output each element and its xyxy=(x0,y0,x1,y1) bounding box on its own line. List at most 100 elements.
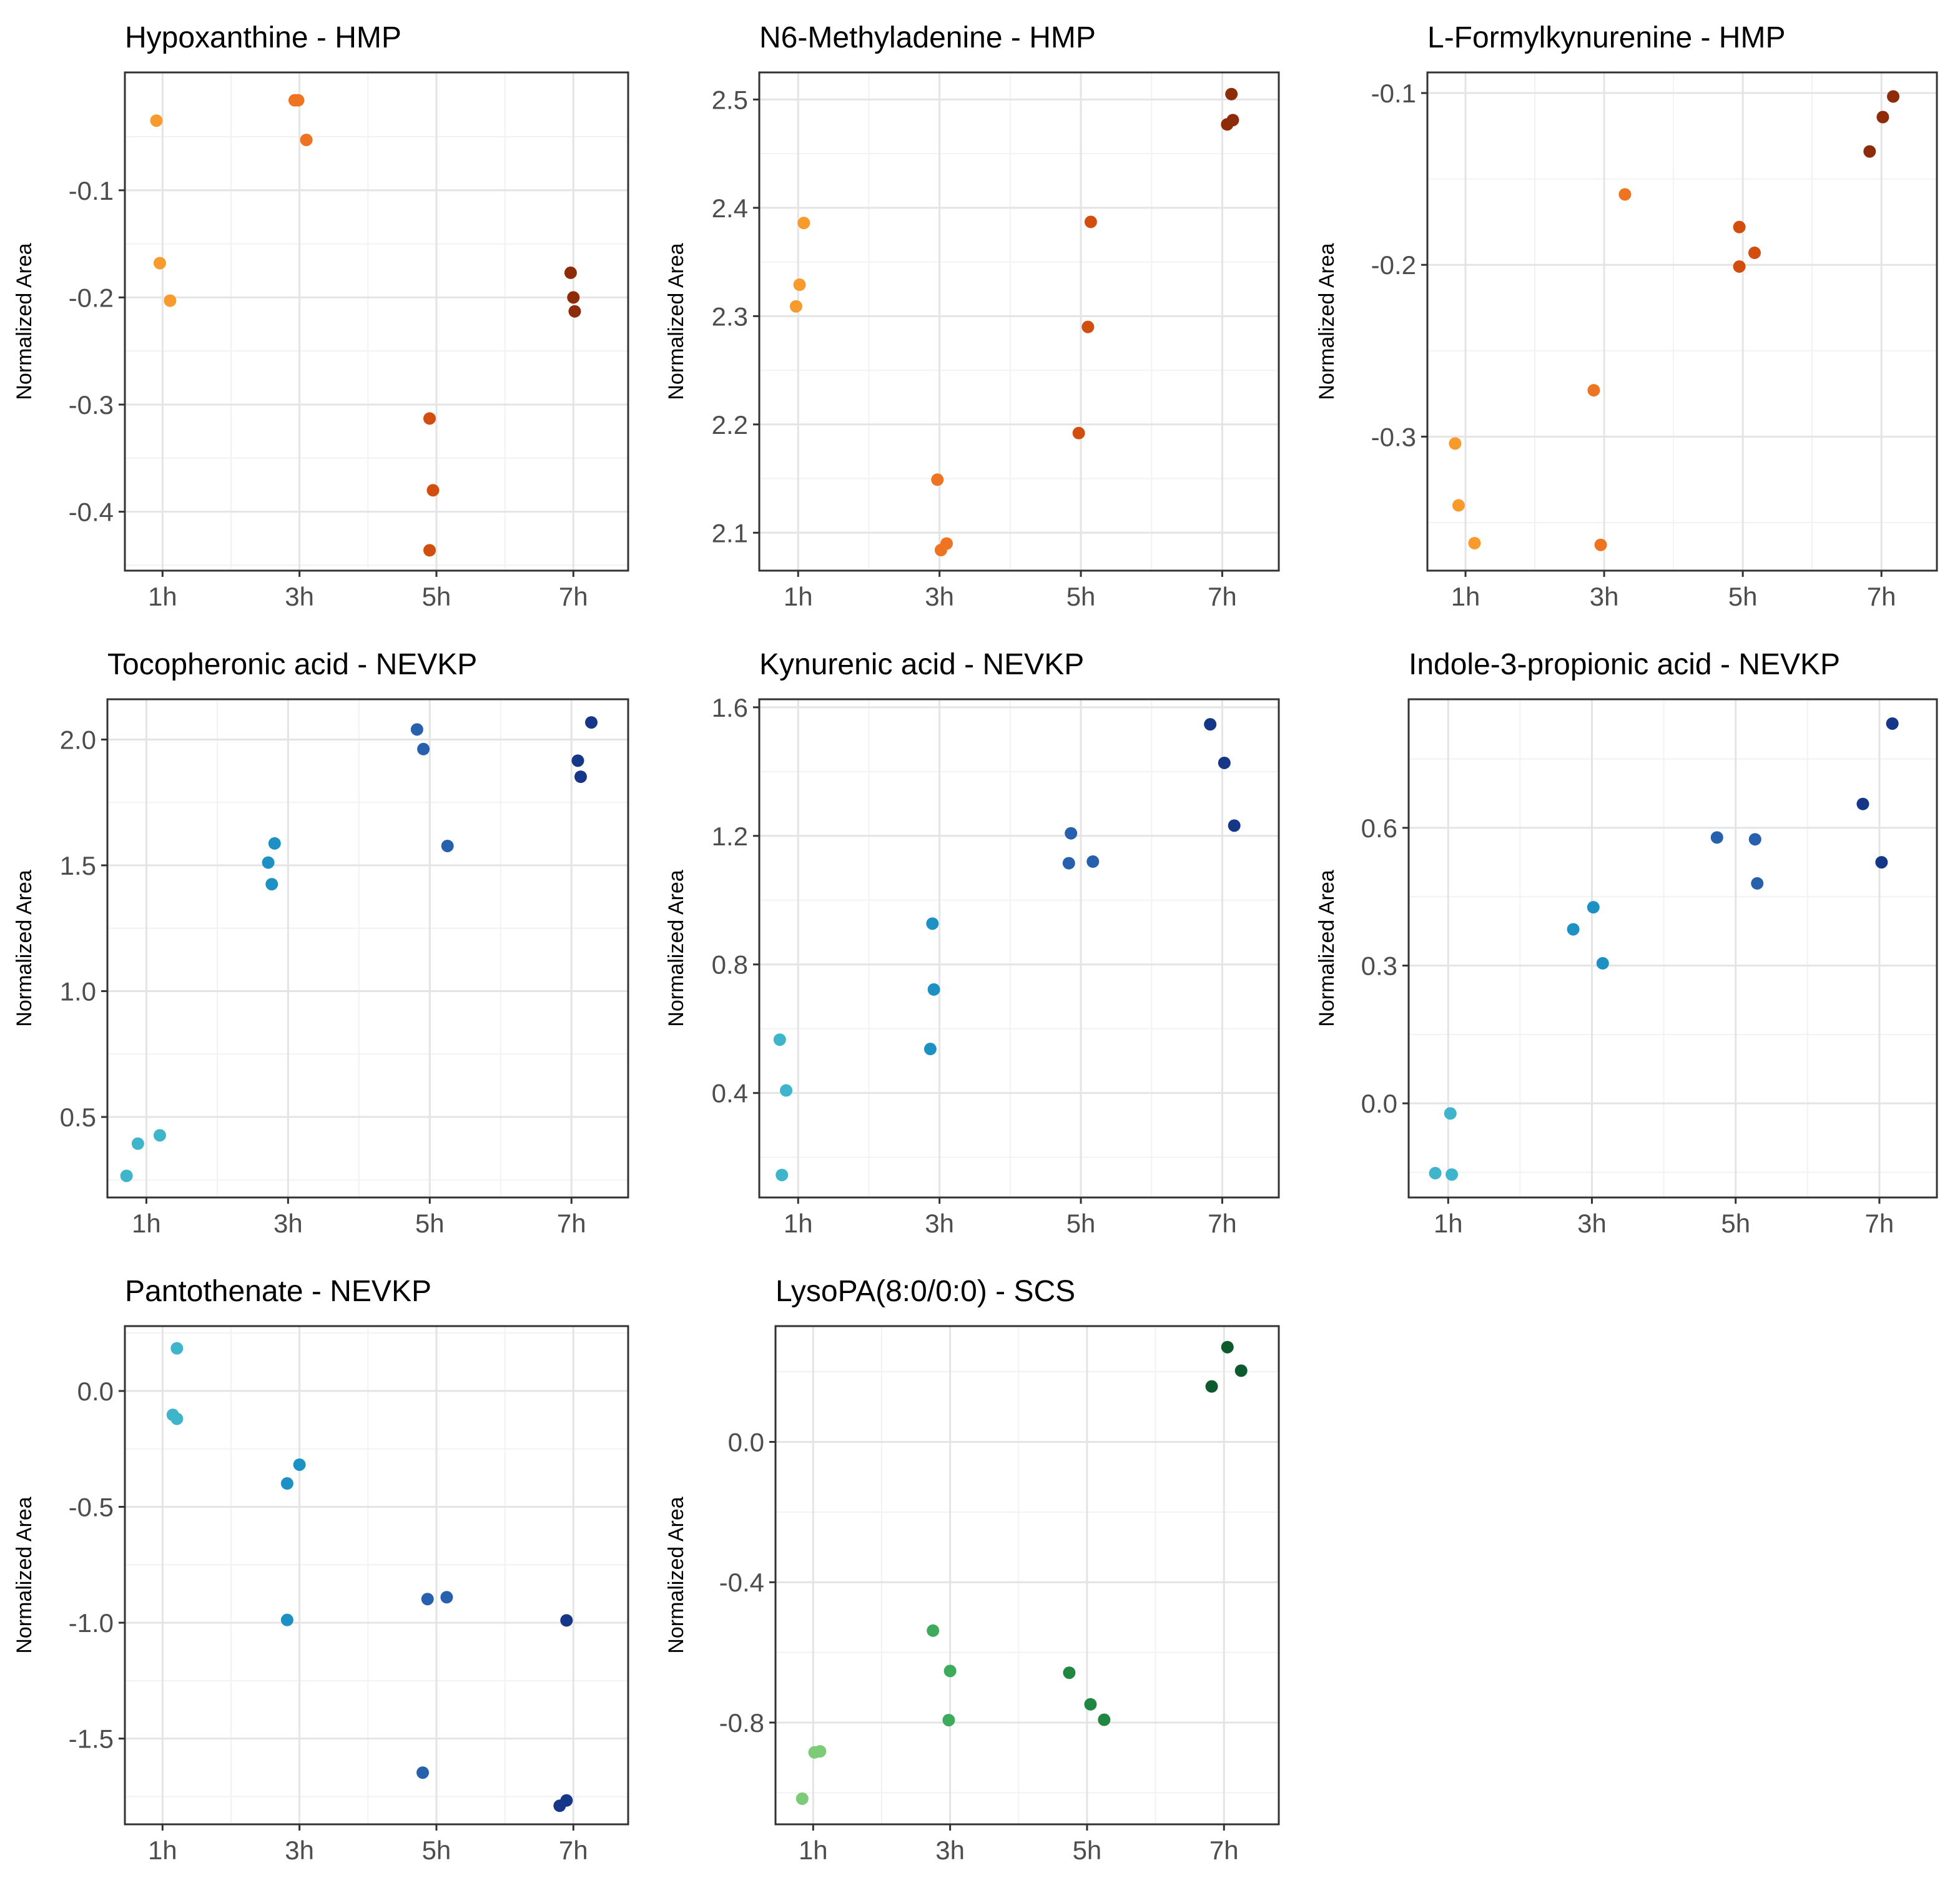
data-point-1h xyxy=(795,1792,809,1805)
data-point-1h xyxy=(1452,499,1465,512)
data-point-7h xyxy=(1225,87,1238,101)
y-tick-label: -0.5 xyxy=(69,1493,114,1522)
x-tick-label: 5h xyxy=(422,1836,451,1865)
panel-background xyxy=(1427,72,1937,571)
data-point-1h xyxy=(773,1033,786,1046)
panel-background xyxy=(107,699,628,1197)
y-tick-label: 0.8 xyxy=(712,950,748,980)
y-tick-label: -0.3 xyxy=(69,390,114,420)
panel-6: 0.6 0.3 0.0 1h 3h 5h 7h Indole-3-propionic acid… xyxy=(1315,648,1938,1238)
data-point-1h xyxy=(1445,1168,1459,1181)
data-point-5h xyxy=(423,544,436,557)
panel-border xyxy=(1407,698,1938,1199)
data-point-3h xyxy=(280,1477,293,1490)
data-point-7h xyxy=(560,1794,573,1807)
data-point-5h xyxy=(421,1593,434,1606)
panel-3: -0.1 -0.2 -0.3 1h 3h 5h 7h L-Formylkynurenine -… xyxy=(1315,21,1938,611)
panel-border xyxy=(758,698,1280,1199)
x-tick-label: 1h xyxy=(1451,582,1480,611)
data-point-3h xyxy=(942,1714,955,1727)
chart-title: Pantothenate - NEVKP xyxy=(125,1275,431,1308)
data-point-3h xyxy=(265,878,278,891)
data-point-1h xyxy=(1449,437,1462,450)
x-tick-label: 1h xyxy=(799,1836,828,1865)
data-point-3h xyxy=(280,1613,293,1626)
data-point-3h xyxy=(940,537,953,550)
data-point-1h xyxy=(153,257,166,270)
x-tick-label: 1h xyxy=(148,1836,177,1865)
data-point-5h xyxy=(1065,827,1078,840)
data-point-7h xyxy=(1234,1364,1248,1377)
data-point-1h xyxy=(170,1342,184,1355)
x-tick-label: 5h xyxy=(1073,1836,1102,1865)
panel-border xyxy=(774,1325,1280,1826)
data-point-7h xyxy=(1205,1380,1218,1393)
data-point-1h xyxy=(131,1137,144,1150)
panel-border xyxy=(124,1325,629,1826)
x-tick-label: 5h xyxy=(1721,1209,1750,1238)
y-tick-label: 2.5 xyxy=(712,85,748,114)
x-tick-label: 5h xyxy=(1066,1209,1096,1238)
data-point-5h xyxy=(1081,320,1095,333)
data-point-7h xyxy=(1863,145,1876,158)
data-point-5h xyxy=(1733,220,1746,234)
data-point-1h xyxy=(814,1745,827,1758)
chart-title: Hypoxanthine - HMP xyxy=(125,21,401,54)
data-point-7h xyxy=(1218,756,1231,769)
data-point-5h xyxy=(410,723,423,736)
data-point-7h xyxy=(564,266,577,279)
panel-border xyxy=(1426,71,1938,572)
data-point-7h xyxy=(1887,90,1900,103)
data-point-3h xyxy=(1587,901,1600,914)
data-point-1h xyxy=(150,114,163,127)
x-tick-label: 5h xyxy=(415,1209,445,1238)
data-point-3h xyxy=(927,1624,940,1637)
data-point-7h xyxy=(560,1614,573,1627)
data-point-5h xyxy=(1072,426,1085,440)
x-tick-label: 3h xyxy=(935,1836,965,1865)
x-tick-label: 7h xyxy=(1208,1209,1237,1238)
data-point-7h xyxy=(1226,114,1239,127)
panel-1: -0.1 -0.2 -0.3 -0.4 1h 3h 5h 7h Hypoxanthine - H… xyxy=(12,21,629,611)
x-tick-label: 7h xyxy=(559,582,588,611)
data-point-3h xyxy=(292,94,305,107)
x-tick-label: 7h xyxy=(557,1209,586,1238)
data-point-1h xyxy=(789,300,802,313)
y-axis-label: Normalized Area xyxy=(1315,870,1339,1026)
y-tick-label: 1.6 xyxy=(712,693,748,722)
y-tick-label: 0.4 xyxy=(712,1079,748,1108)
panel-7: 0.0 -0.5 -1.0 -1.5 1h 3h 5h 7h Pantothenate - NE… xyxy=(12,1275,629,1865)
x-tick-label: 7h xyxy=(1867,582,1896,611)
x-tick-label: 1h xyxy=(784,582,813,611)
x-tick-label: 3h xyxy=(925,582,954,611)
panel-4: 2.0 1.5 1.0 0.5 1h 3h 5h 7h Tocopheronic acid - … xyxy=(12,648,629,1238)
data-point-3h xyxy=(923,1043,937,1056)
data-point-7h xyxy=(584,716,598,729)
y-tick-label: -0.2 xyxy=(69,283,114,312)
x-tick-label: 5h xyxy=(422,582,451,611)
y-axis-label: Normalized Area xyxy=(664,1497,688,1653)
data-point-7h xyxy=(571,754,584,767)
data-point-3h xyxy=(1594,538,1607,551)
data-point-5h xyxy=(426,484,440,497)
x-tick-label: 7h xyxy=(1208,582,1237,611)
data-point-1h xyxy=(1468,536,1481,549)
data-point-3h xyxy=(1618,188,1632,201)
x-tick-label: 3h xyxy=(285,582,314,611)
y-tick-label: 0.3 xyxy=(1361,951,1397,981)
data-point-3h xyxy=(293,1458,306,1471)
data-point-1h xyxy=(164,294,177,307)
chart-title: LysoPA(8:0/0:0) - SCS xyxy=(776,1275,1075,1308)
y-tick-label: 0.6 xyxy=(1361,814,1397,843)
x-tick-label: 7h xyxy=(1209,1836,1239,1865)
panel-background xyxy=(125,72,628,571)
data-point-5h xyxy=(440,1591,453,1604)
y-tick-label: 0.0 xyxy=(77,1377,114,1406)
chart-title: Indole-3-propionic acid - NEVKP xyxy=(1409,648,1840,681)
chart-title: Kynurenic acid - NEVKP xyxy=(759,648,1084,681)
data-point-7h xyxy=(1876,111,1889,124)
x-tick-label: 1h xyxy=(784,1209,813,1238)
data-point-5h xyxy=(1084,1698,1097,1711)
x-tick-label: 3h xyxy=(273,1209,303,1238)
panel-border xyxy=(106,698,629,1199)
